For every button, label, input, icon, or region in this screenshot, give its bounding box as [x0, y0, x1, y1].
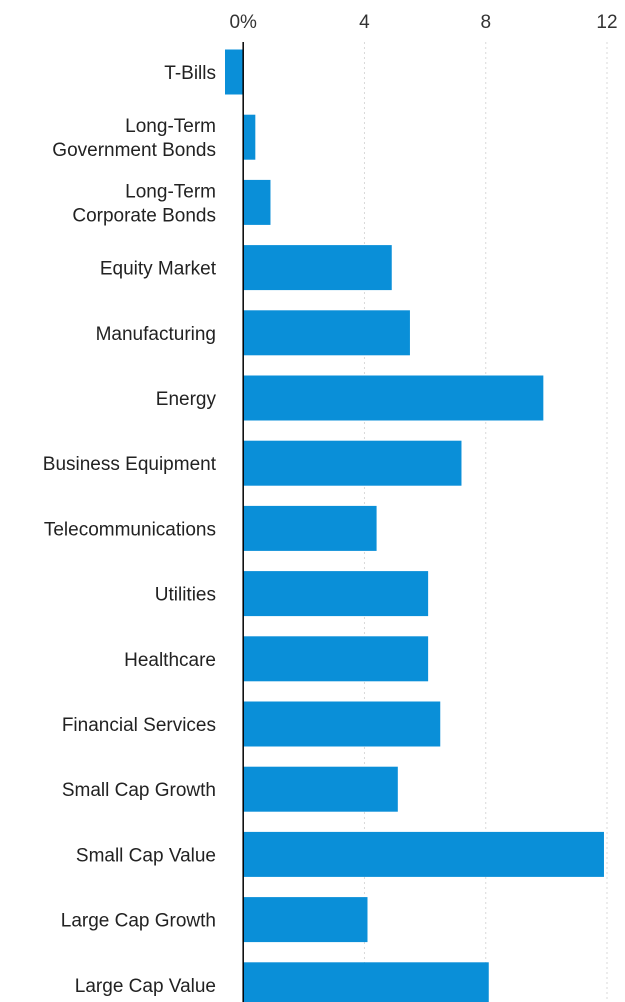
x-tick-label: 8: [480, 12, 491, 33]
x-tick-label: 12: [596, 12, 617, 33]
category-label-line: Healthcare: [124, 650, 216, 671]
category-label: Utilities: [155, 585, 216, 606]
category-label: Healthcare: [124, 650, 216, 671]
bar: [243, 701, 441, 747]
bar: [243, 962, 489, 1002]
bar: [243, 897, 368, 943]
category-label-line: Small Cap Value: [76, 845, 216, 866]
category-label-line: Financial Services: [62, 715, 216, 736]
category-label-line: Manufacturing: [96, 324, 216, 345]
x-tick-labels: 0% 4 8 12: [229, 12, 617, 33]
category-label-line: Utilities: [155, 585, 216, 606]
category-label-line: Corporate Bonds: [72, 205, 216, 226]
x-tick-label: 0%: [229, 12, 257, 33]
bar: [243, 245, 392, 291]
category-label: Telecommunications: [44, 519, 216, 540]
bar: [243, 375, 544, 421]
category-label: Manufacturing: [96, 324, 216, 345]
category-label: Large Cap Growth: [61, 911, 216, 932]
category-label-line: Business Equipment: [43, 454, 217, 475]
bar: [243, 440, 462, 486]
category-label-line: Small Cap Growth: [62, 780, 216, 801]
category-label: Small Cap Value: [76, 845, 216, 866]
bar: [243, 505, 377, 551]
category-label-line: Long-Term: [125, 116, 216, 137]
category-label: Long-Term Government Bonds: [52, 116, 216, 161]
category-label: Energy: [156, 389, 217, 410]
category-label: Small Cap Growth: [62, 780, 216, 801]
category-label-line: Telecommunications: [44, 519, 216, 540]
bar: [243, 571, 429, 617]
category-label-line: Energy: [156, 389, 217, 410]
category-label-line: Large Cap Growth: [61, 911, 216, 932]
category-label: Long-Term Corporate Bonds: [72, 181, 216, 226]
category-label-line: Long-Term: [125, 181, 216, 202]
category-label: Large Cap Value: [75, 976, 216, 997]
category-label: Financial Services: [62, 715, 216, 736]
category-label-line: T-Bills: [164, 63, 216, 84]
bar: [243, 766, 398, 812]
category-label-line: Government Bonds: [52, 140, 216, 161]
category-label: Equity Market: [100, 259, 217, 280]
bar: [243, 636, 429, 682]
bars: [225, 49, 604, 1002]
bar: [243, 831, 604, 877]
bar: [243, 114, 256, 160]
x-tick-label: 4: [359, 12, 370, 33]
category-label-line: Large Cap Value: [75, 976, 216, 997]
bar: [243, 179, 271, 225]
category-label-line: Equity Market: [100, 259, 217, 280]
bar: [225, 49, 244, 95]
category-label: T-Bills: [164, 63, 216, 84]
bar: [243, 310, 410, 356]
category-label: Business Equipment: [43, 454, 217, 475]
